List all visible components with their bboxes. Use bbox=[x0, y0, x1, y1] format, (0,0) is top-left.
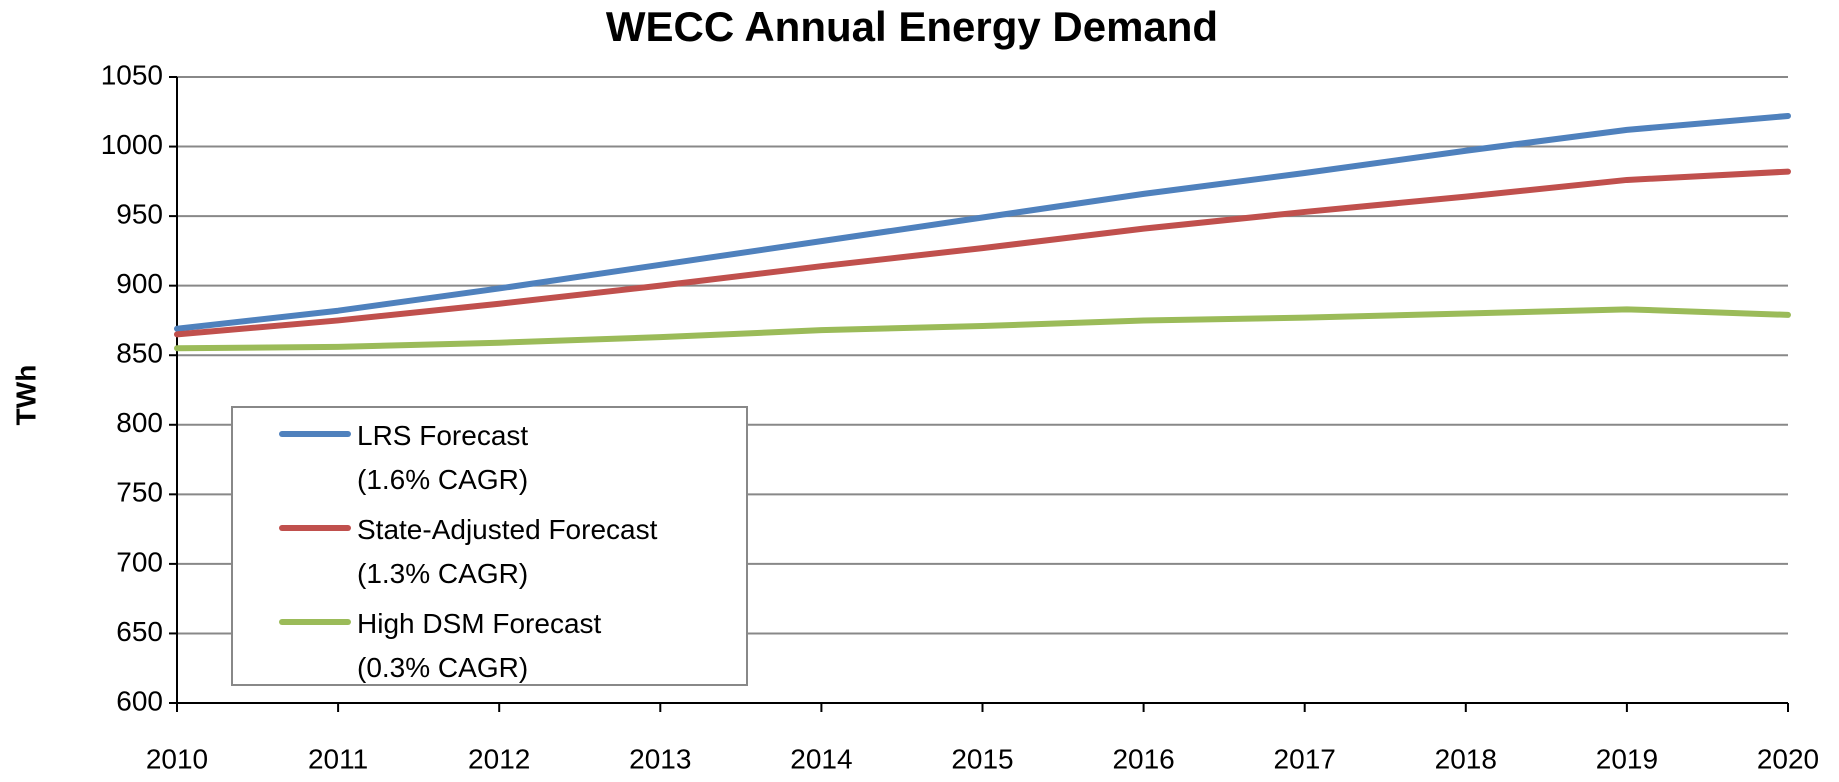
y-tick-label: 650 bbox=[116, 616, 163, 647]
y-tick-label: 750 bbox=[116, 477, 163, 508]
y-tick-label: 700 bbox=[116, 546, 163, 577]
legend-swatch bbox=[279, 619, 351, 625]
x-tick-label: 2011 bbox=[308, 743, 368, 774]
y-tick-label: 1000 bbox=[101, 129, 163, 160]
x-tick-label: 2015 bbox=[951, 743, 1013, 774]
legend-label: LRS Forecast (1.6% CAGR) bbox=[357, 420, 529, 495]
y-tick-label: 900 bbox=[116, 268, 163, 299]
legend-label: State-Adjusted Forecast (1.3% CAGR) bbox=[357, 514, 658, 589]
series-line bbox=[174, 112, 1791, 332]
y-tick-label: 600 bbox=[116, 685, 163, 716]
x-tick-label: 2013 bbox=[629, 743, 691, 774]
y-tick-label: 800 bbox=[116, 407, 163, 438]
y-tick-label: 850 bbox=[116, 338, 163, 369]
x-tick-label: 2018 bbox=[1435, 743, 1497, 774]
x-tick-label: 2010 bbox=[146, 743, 208, 774]
legend: LRS Forecast (1.6% CAGR) State-Adjusted F… bbox=[231, 406, 748, 686]
x-tick-label: 2020 bbox=[1757, 743, 1819, 774]
y-tick-label: 1050 bbox=[101, 59, 163, 90]
y-tick-label: 950 bbox=[116, 199, 163, 230]
x-tick-label: 2017 bbox=[1274, 743, 1336, 774]
series-line bbox=[174, 168, 1791, 338]
legend-swatch bbox=[279, 431, 351, 437]
x-tick-label: 2012 bbox=[468, 743, 530, 774]
x-tick-label: 2014 bbox=[790, 743, 852, 774]
y-axis-label: TWh bbox=[10, 365, 41, 426]
legend-swatch bbox=[279, 525, 351, 531]
series-line bbox=[174, 306, 1791, 352]
chart-title: WECC Annual Energy Demand bbox=[606, 3, 1218, 50]
x-tick-label: 2016 bbox=[1112, 743, 1174, 774]
x-tick-label: 2019 bbox=[1596, 743, 1658, 774]
legend-label: High DSM Forecast (0.3% CAGR) bbox=[357, 608, 602, 683]
